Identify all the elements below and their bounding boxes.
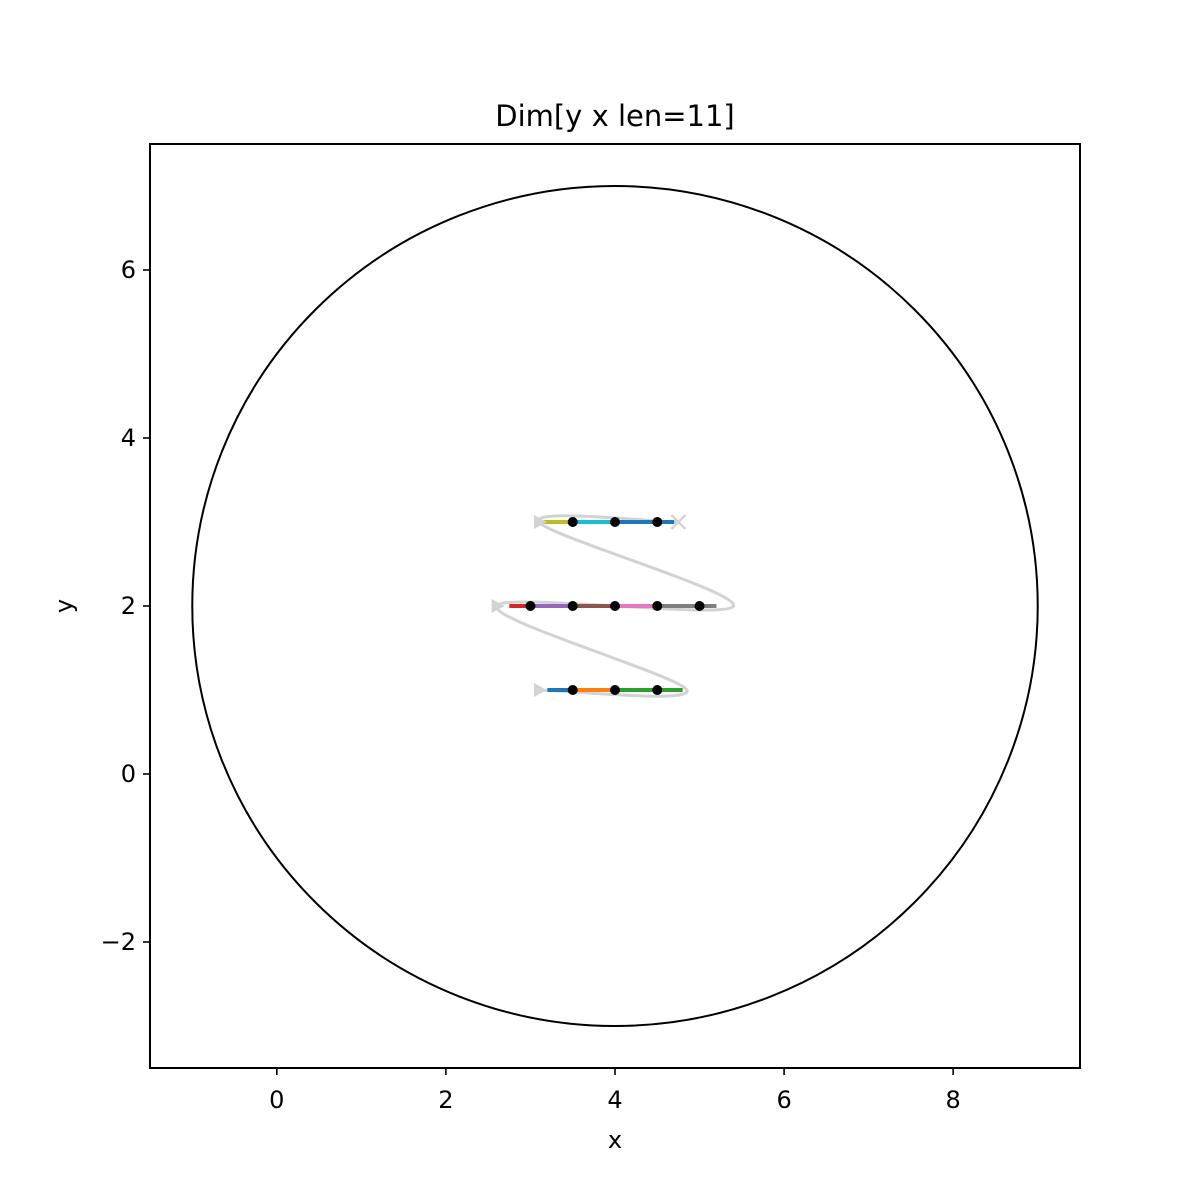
- boundary-circle: [191, 185, 1039, 1027]
- path-end-marker: [670, 514, 687, 530]
- y-tick-label: 4: [121, 424, 136, 452]
- path-start-marker: [491, 599, 505, 613]
- y-tick-label: 6: [121, 256, 136, 284]
- data-point: [610, 685, 620, 695]
- data-point: [567, 517, 578, 527]
- data-point: [652, 517, 663, 527]
- y-axis: −2 0 2 4 6: [101, 256, 150, 956]
- data-point: [652, 685, 663, 695]
- path-start-marker: [533, 515, 547, 529]
- y-tick-label: −2: [101, 928, 136, 956]
- x-axis-label: x: [608, 1126, 622, 1154]
- data-point: [610, 601, 620, 611]
- y-axis-label: y: [50, 599, 78, 613]
- x-axis: 0 2 4 6 8: [269, 1068, 961, 1114]
- y-tick-label: 0: [121, 760, 136, 788]
- y-tick-label: 2: [121, 592, 136, 620]
- x-tick-label: 2: [438, 1086, 453, 1114]
- x-tick-label: 4: [607, 1086, 622, 1114]
- chart-title: Dim[y x len=11]: [495, 99, 735, 133]
- data-point: [567, 601, 578, 611]
- x-tick-label: 0: [269, 1086, 284, 1114]
- path-start-marker: [533, 683, 547, 697]
- data-point: [652, 601, 663, 611]
- data-point: [525, 601, 536, 611]
- data-point: [567, 685, 578, 695]
- data-point: [694, 601, 705, 611]
- x-tick-label: 8: [946, 1086, 961, 1114]
- x-tick-label: 6: [776, 1086, 791, 1114]
- data-point: [610, 517, 620, 527]
- plot-area: [191, 185, 1039, 1027]
